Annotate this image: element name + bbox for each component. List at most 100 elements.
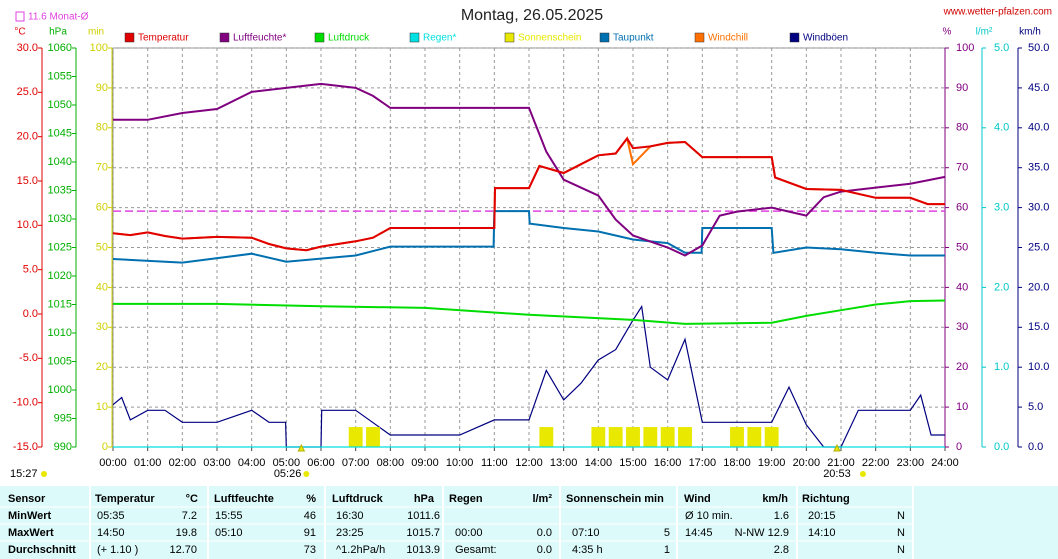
x-tick-label: 23:00: [897, 457, 925, 469]
legend-label: Taupunkt: [613, 33, 654, 44]
table-cell: 1013.9: [406, 544, 440, 556]
x-tick-label: 11:00: [481, 457, 508, 469]
sunshine-bar: [539, 427, 554, 447]
y-tick-label: 1055: [48, 70, 72, 82]
axis-unit: °C: [14, 27, 25, 38]
y-tick-label: 995: [54, 412, 72, 424]
y-tick-label: 40: [956, 281, 968, 293]
x-tick-label: 00:00: [99, 457, 127, 469]
table-cell: N: [897, 544, 905, 556]
x-tick-label: 24:00: [931, 457, 959, 469]
axis-unit: %: [943, 27, 952, 38]
axis-unit: l/m²: [976, 27, 993, 38]
x-tick-label: 04:00: [238, 457, 266, 469]
y-tick-label: 15.0: [1028, 321, 1049, 333]
legend-label: Windböen: [803, 33, 848, 44]
y-tick-label: 10: [956, 401, 968, 413]
y-tick-label: -5.0: [19, 352, 38, 364]
update-time: 15:27: [10, 468, 38, 480]
table-cell: 1015.7: [406, 527, 440, 539]
x-tick-label: 14:00: [585, 457, 613, 469]
table-header: Temperatur: [95, 493, 155, 505]
y-tick-label: 1025: [48, 241, 72, 253]
table-cell: 1: [664, 544, 670, 556]
y-tick-label: 70: [96, 162, 108, 174]
y-tick-label: 0.0: [1028, 441, 1043, 453]
x-tick-label: 13:00: [550, 457, 578, 469]
y-tick-label: 5.0: [1028, 401, 1043, 413]
axis-unit: hPa: [49, 27, 67, 38]
table-cell: ^1.2hPa/h: [336, 544, 385, 556]
table-cell: 4:35 h: [572, 544, 603, 556]
sunset-label: 20:53: [823, 468, 851, 480]
y-tick-label: 20: [956, 361, 968, 373]
source: www.wetter-pfalzen.com: [943, 7, 1052, 18]
mean-icon: [15, 11, 25, 22]
x-tick-label: 18:00: [723, 457, 751, 469]
y-tick-label: 50: [956, 241, 968, 253]
y-tick-label: 60: [956, 202, 968, 214]
table-cell: 14:45: [685, 527, 713, 539]
table-row-label: MinWert: [8, 510, 52, 522]
table-cell: 05:10: [215, 527, 243, 539]
axis-unit: min: [88, 27, 104, 38]
legend-swatch: [694, 32, 705, 43]
series-line: [113, 82, 946, 257]
table-cell: (+ 1.10 ): [97, 544, 138, 556]
x-tick-label: 15:00: [619, 457, 647, 469]
table-cell: 23:25: [336, 527, 364, 539]
y-tick-label: 1040: [48, 156, 72, 168]
table-cell: 46: [304, 510, 316, 522]
y-tick-label: 45.0: [1028, 82, 1049, 94]
y-tick-label: 1.0: [994, 361, 1009, 373]
y-tick-label: 50.0: [1028, 42, 1049, 54]
legend-label: Sonnenschein: [518, 33, 581, 44]
sunshine-bar: [730, 427, 744, 447]
y-tick-label: 25.0: [1028, 241, 1049, 253]
y-tick-label: 1030: [48, 213, 72, 225]
legend-swatch: [504, 32, 515, 43]
x-tick-label: 07:00: [342, 457, 370, 469]
y-tick-label: 50: [96, 241, 108, 253]
y-tick-label: 80: [956, 122, 968, 134]
table-header: %: [306, 493, 316, 505]
update-icon: [41, 471, 47, 477]
y-tick-label: 70: [956, 162, 968, 174]
table-header: Sonnenschein min: [566, 493, 664, 505]
table-cell: 1.6: [774, 510, 789, 522]
y-tick-label: -15.0: [13, 441, 38, 453]
legend-swatch: [789, 32, 800, 43]
y-tick-label: 90: [96, 82, 108, 94]
table-row-label: Durchschnitt: [8, 544, 76, 556]
sunset-marker: [833, 443, 841, 452]
x-tick-label: 20:00: [793, 457, 821, 469]
sunshine-bar: [747, 427, 762, 447]
legend-swatch: [314, 32, 325, 43]
legend-label: Regen*: [423, 33, 456, 44]
x-tick-label: 09:00: [411, 457, 439, 469]
table-cell: 1011.6: [407, 510, 440, 522]
legend-label: Luftdruck: [328, 33, 370, 44]
x-tick-label: 10:00: [446, 457, 474, 469]
y-tick-label: 10.0: [17, 219, 38, 231]
table-cell: 5: [664, 527, 670, 539]
sunshine-bar: [660, 427, 675, 447]
sunshine-bar: [643, 427, 658, 447]
y-tick-label: 0.0: [23, 308, 38, 320]
y-tick-label: 2.0: [994, 281, 1009, 293]
table-cell: 7.2: [182, 510, 197, 522]
monthly-mean-label: 11.6 Monat-Ø: [28, 12, 89, 23]
y-tick-label: 15.0: [17, 175, 38, 187]
y-tick-label: 20.0: [17, 131, 38, 143]
y-tick-label: 0.0: [994, 441, 1009, 453]
y-tick-label: 20: [96, 361, 108, 373]
sunshine-bar: [678, 427, 692, 447]
legend-swatch: [124, 32, 135, 43]
y-tick-label: 40: [96, 281, 108, 293]
y-tick-label: 100: [90, 42, 108, 54]
y-tick-label: 30: [956, 321, 968, 333]
legend-swatch: [599, 32, 610, 43]
y-tick-label: 80: [96, 122, 108, 134]
y-tick-label: 4.0: [994, 122, 1009, 134]
